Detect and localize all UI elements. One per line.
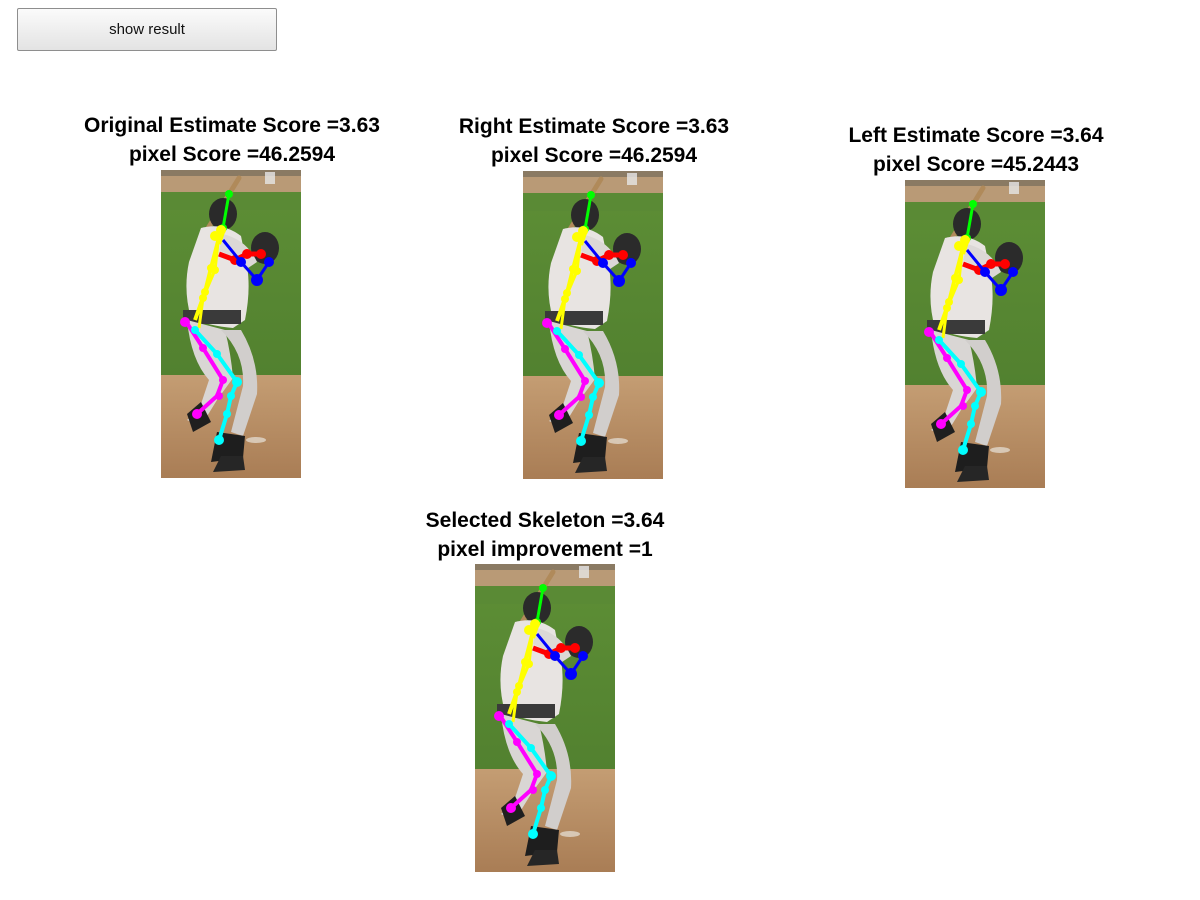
- original-estimate-score: Original Estimate Score =3.63: [84, 114, 380, 137]
- right-pixel-score: pixel Score =46.2594: [490, 144, 698, 167]
- left-estimate-title: Left Estimate Score =3.64 pixel Score =4…: [766, 121, 1186, 179]
- original-estimate-image: [161, 170, 301, 478]
- original-estimate-title: Original Estimate Score =3.63 pixel Scor…: [22, 111, 442, 169]
- left-estimate-image: [905, 180, 1045, 488]
- selected-skeleton-score: Selected Skeleton =3.64: [425, 509, 665, 532]
- right-estimate-image: [523, 171, 663, 479]
- selected-skeleton-image: [475, 564, 615, 872]
- right-estimate-title: Right Estimate Score =3.63 pixel Score =…: [384, 112, 804, 170]
- left-estimate-score: Left Estimate Score =3.64: [848, 124, 1104, 147]
- original-pixel-score: pixel Score =46.2594: [128, 143, 336, 166]
- selected-skeleton-title: Selected Skeleton =3.64 pixel improvemen…: [335, 506, 755, 564]
- left-pixel-score: pixel Score =45.2443: [872, 153, 1080, 176]
- pixel-improvement: pixel improvement =1: [437, 538, 653, 561]
- right-estimate-score: Right Estimate Score =3.63: [458, 115, 730, 138]
- show-result-button[interactable]: show result: [17, 8, 277, 51]
